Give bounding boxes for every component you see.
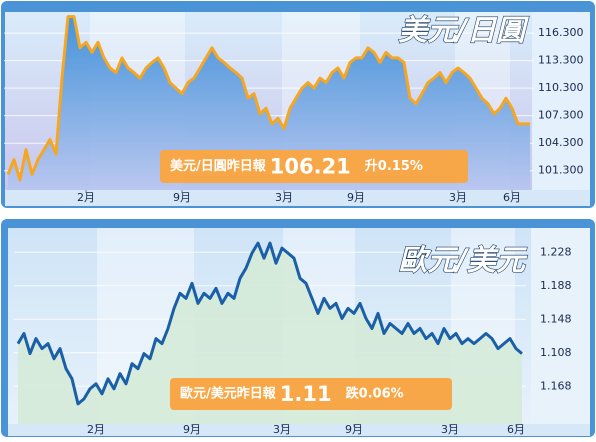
y-tick-label: 113.300: [538, 54, 584, 67]
x-tick-label: 6月: [503, 191, 521, 204]
annotation-label: 歐元/美元昨日報: [180, 386, 277, 402]
annotation-change: 升0.15%: [365, 158, 423, 174]
line: [16, 241, 523, 406]
x-tick-label: 9月: [183, 423, 201, 436]
y-tick-label: 107.300: [538, 109, 584, 122]
x-axis-background: [8, 424, 590, 436]
x-tick-label: 9月: [173, 191, 191, 204]
y-tick-label: 110.300: [538, 81, 584, 94]
x-tick-label: 6月: [507, 423, 525, 436]
annotation-box: [160, 150, 468, 183]
annotation-value: 1.11: [280, 382, 332, 406]
annotation-label: 美元/日圓昨日報: [170, 158, 267, 174]
y-tick-label: 116.300: [538, 26, 584, 39]
y-tick-label: 1.168: [540, 379, 572, 392]
y-tick-label: 1.108: [540, 346, 572, 359]
y-tick-label: 101.300: [538, 164, 584, 177]
chart-title: 歐元/美元: [398, 243, 528, 277]
x-tick-label: 9月: [345, 423, 363, 436]
x-tick-label: 2月: [87, 423, 105, 436]
axis-background: [531, 228, 590, 424]
chart-title: 美元/日圓: [398, 13, 530, 47]
y-tick-label: 1.228: [540, 245, 572, 258]
x-tick-label: 2月: [77, 191, 95, 204]
annotation-box: [170, 378, 452, 410]
annotation-value: 106.21: [270, 155, 351, 179]
line: [6, 15, 530, 182]
x-axis-background: [5, 190, 590, 206]
y-tick-label: 1.188: [540, 279, 572, 292]
x-tick-label: 3月: [449, 191, 467, 204]
annotation-change: 跌0.06%: [346, 386, 404, 402]
axis-background: [532, 12, 590, 190]
x-tick-label: 3月: [441, 423, 459, 436]
x-tick-label: 3月: [275, 191, 293, 204]
y-tick-label: 104.300: [538, 136, 584, 149]
x-tick-label: 9月: [347, 191, 365, 204]
x-tick-label: 3月: [273, 423, 291, 436]
y-tick-label: 1.148: [540, 312, 572, 325]
